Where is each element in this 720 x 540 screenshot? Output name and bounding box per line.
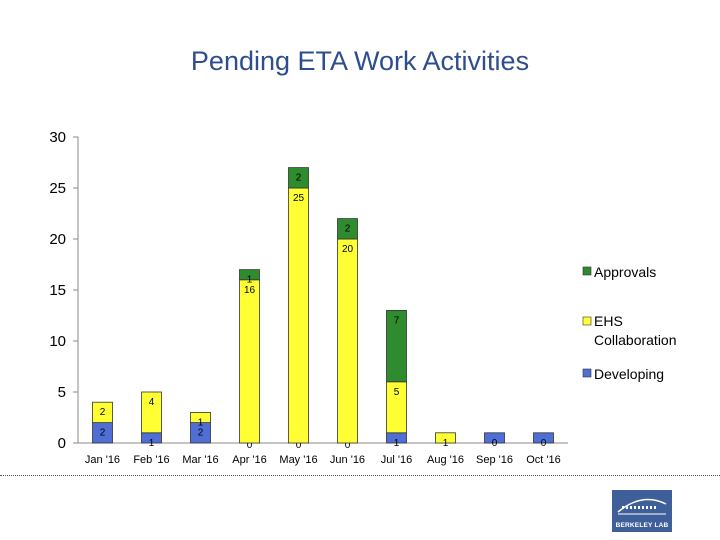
y-tick-label: 0	[58, 435, 66, 452]
x-tick-label: Jul '16	[381, 454, 412, 466]
bar-approvals	[337, 218, 358, 240]
bar-ehs-collaboration	[141, 391, 162, 434]
x-tick-label: Sep '16	[476, 454, 513, 466]
legend-swatch-developing	[582, 368, 592, 378]
lab-building-icon	[617, 498, 667, 515]
y-tick-label: 5	[58, 384, 66, 401]
x-tick-label: Oct '16	[526, 454, 561, 466]
data-label: 0	[345, 440, 351, 451]
y-tick-label: 10	[49, 333, 66, 350]
data-label: 1	[394, 438, 400, 449]
x-tick-label: Jan '16	[85, 454, 120, 466]
legend-label: Collaboration	[594, 332, 677, 348]
bar-ehs-collaboration	[92, 401, 113, 424]
x-tick-label: Apr '16	[232, 454, 267, 466]
y-tick-label: 25	[49, 180, 66, 197]
y-tick-label: 20	[49, 231, 66, 248]
data-label: 1	[443, 438, 449, 449]
data-label: 1	[198, 417, 204, 428]
bar-developing	[533, 432, 554, 444]
footer-divider	[0, 475, 720, 476]
chart-title: Pending ETA Work Activities	[190, 46, 530, 76]
x-tick-label: Mar '16	[182, 454, 218, 466]
legend-label: Approvals	[594, 264, 656, 280]
legend-swatch-approvals	[582, 266, 592, 276]
bar-ehs-collaboration	[337, 238, 358, 444]
bar-ehs-collaboration	[288, 187, 309, 444]
data-label: 7	[394, 315, 400, 326]
logo-label: BERKELEY LAB	[615, 522, 669, 529]
bar-ehs-collaboration	[239, 279, 260, 444]
bar-ehs-collaboration	[190, 411, 211, 423]
data-label: 0	[247, 440, 253, 451]
data-label: 16	[244, 285, 256, 296]
data-label: 0	[541, 438, 547, 449]
x-tick-label: May '16	[279, 454, 317, 466]
legend-label: Developing	[594, 366, 664, 382]
bar-developing	[484, 432, 505, 444]
data-label: 1	[149, 438, 155, 449]
berkeley-lab-logo: BERKELEY LAB	[612, 490, 672, 532]
bar-ehs-collaboration	[435, 432, 456, 444]
legend-swatch-ehs-collaboration	[582, 316, 592, 326]
data-label: 2	[100, 428, 106, 439]
data-label: 25	[293, 193, 305, 204]
data-label: 2	[345, 224, 351, 235]
x-tick-label: Jun '16	[330, 454, 365, 466]
bar-approvals	[288, 167, 309, 189]
data-label: 0	[296, 440, 302, 451]
data-label: 5	[394, 387, 400, 398]
data-label: 2	[100, 407, 106, 418]
data-label: 1	[247, 275, 253, 286]
data-label: 2	[198, 428, 204, 439]
bar-approvals	[386, 309, 407, 383]
bar-approvals	[239, 269, 260, 281]
legend-label: EHS	[594, 313, 623, 329]
data-label: 0	[492, 438, 498, 449]
x-tick-label: Feb '16	[133, 454, 169, 466]
data-label: 20	[342, 244, 354, 255]
x-tick-label: Aug '16	[427, 454, 464, 466]
y-tick-label: 15	[49, 282, 66, 299]
y-tick-label: 30	[49, 129, 66, 146]
data-label: 2	[296, 173, 302, 184]
data-label: 4	[149, 397, 155, 408]
